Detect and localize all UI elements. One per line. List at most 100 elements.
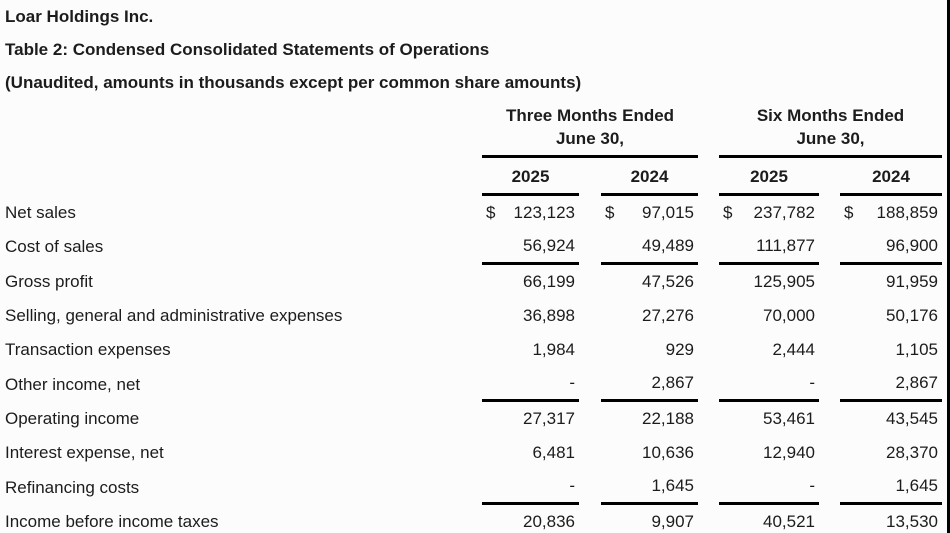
column-group-three-months: Three Months Ended June 30, — [482, 104, 698, 158]
cell-value: 47,526 — [642, 271, 694, 291]
cell-value: 56,924 — [523, 235, 575, 255]
table-row: Cost of sales 56,924 49,489 111,877 96,9… — [5, 230, 947, 265]
value-cell-3m-2025: 56,924 — [482, 230, 579, 265]
table-row: Interest expense, net 6,481 10,636 12,94… — [5, 436, 947, 470]
year-header-6m-2025: 2025 — [719, 158, 819, 196]
cell-value: 12,940 — [763, 443, 815, 463]
value-cell-6m-2024: 1,645 — [840, 470, 942, 505]
cell-value: 27,276 — [642, 306, 694, 326]
value-cell-6m-2024: 13,530 — [840, 505, 942, 533]
cell-value: 2,867 — [651, 373, 694, 393]
value-cell-6m-2024: 50,176 — [840, 299, 942, 333]
row-label: Income before income taxes — [5, 511, 219, 531]
cell-value: 36,898 — [523, 306, 575, 326]
column-group-title: Six Months Ended — [756, 106, 905, 125]
row-label: Refinancing costs — [5, 477, 140, 497]
value-cell-3m-2024: 2,867 — [601, 367, 698, 402]
cell-value: 2,444 — [772, 340, 815, 360]
value-cell-3m-2024: 27,276 — [601, 299, 698, 333]
value-cell-3m-2024: $97,015 — [601, 196, 698, 230]
value-cell-6m-2025: 70,000 — [719, 299, 819, 333]
row-label: Gross profit — [5, 271, 93, 291]
column-group-subtitle: June 30, — [555, 129, 625, 148]
row-label: Transaction expenses — [5, 340, 171, 360]
table-row: Net sales $123,123 $97,015 $237,782 $188… — [5, 196, 947, 230]
table-row: Refinancing costs - 1,645 - 1,645 — [5, 470, 947, 505]
value-cell-6m-2024: 1,105 — [840, 333, 942, 367]
table-row: Other income, net - 2,867 - 2,867 — [5, 367, 947, 402]
value-cell-3m-2025: 36,898 — [482, 299, 579, 333]
row-label: Cost of sales — [5, 237, 104, 257]
cell-value: 53,461 — [763, 408, 815, 428]
value-cell-3m-2024: 1,645 — [601, 470, 698, 505]
value-cell-6m-2024: $188,859 — [840, 196, 942, 230]
table-row: Transaction expenses 1,984 929 2,444 1,1… — [5, 333, 947, 367]
cell-value: 1,105 — [895, 340, 938, 360]
cell-value: 1,645 — [895, 476, 938, 496]
statements-of-operations-table: Three Months Ended June 30, Six Months E… — [5, 104, 947, 533]
value-cell-6m-2024: 96,900 — [840, 230, 942, 265]
cell-value: 50,176 — [886, 306, 938, 326]
value-cell-3m-2025: 20,836 — [482, 505, 579, 533]
cell-value: 929 — [665, 340, 694, 360]
cell-value: 9,907 — [651, 511, 694, 531]
value-cell-3m-2024: 10,636 — [601, 436, 698, 470]
table-subtitle: (Unaudited, amounts in thousands except … — [5, 73, 582, 92]
cell-value: 22,188 — [642, 408, 694, 428]
column-group-title: Three Months Ended — [505, 106, 675, 125]
value-cell-6m-2024: 43,545 — [840, 402, 942, 436]
dollar-sign: $ — [844, 203, 854, 223]
value-cell-6m-2025: - — [719, 367, 819, 402]
cell-value: 40,521 — [763, 511, 815, 531]
cell-value: 1,645 — [651, 476, 694, 496]
year-header-6m-2024: 2024 — [840, 158, 942, 196]
value-cell-3m-2025: - — [482, 367, 579, 402]
cell-value: 111,877 — [756, 235, 815, 255]
value-cell-3m-2024: 47,526 — [601, 265, 698, 299]
cell-value: 188,859 — [876, 203, 938, 223]
value-cell-3m-2025: $123,123 — [482, 196, 579, 230]
dollar-sign: $ — [723, 203, 733, 223]
cell-value: - — [569, 373, 575, 393]
cell-value: 66,199 — [523, 271, 575, 291]
year-header-3m-2024: 2024 — [601, 158, 698, 196]
row-label: Net sales — [5, 203, 76, 223]
cell-value: 28,370 — [886, 443, 938, 463]
cell-value: - — [809, 476, 815, 496]
value-cell-6m-2025: - — [719, 470, 819, 505]
cell-value: - — [809, 373, 815, 393]
company-name: Loar Holdings Inc. — [5, 7, 154, 26]
row-label: Operating income — [5, 408, 140, 428]
cell-value: 10,636 — [642, 443, 694, 463]
table-title: Table 2: Condensed Consolidated Statemen… — [5, 40, 490, 59]
table-body: Net sales $123,123 $97,015 $237,782 $188… — [5, 196, 947, 533]
cell-value: 20,836 — [523, 511, 575, 531]
cell-value: 2,867 — [895, 373, 938, 393]
value-cell-6m-2025: 125,905 — [719, 265, 819, 299]
cell-value: 125,905 — [753, 271, 815, 291]
table-row: Income before income taxes 20,836 9,907 … — [5, 505, 947, 533]
dollar-sign: $ — [486, 203, 496, 223]
value-cell-6m-2025: $237,782 — [719, 196, 819, 230]
cell-value: 49,489 — [642, 235, 694, 255]
cell-value: 43,545 — [886, 408, 938, 428]
cell-value: 27,317 — [523, 408, 575, 428]
row-label: Interest expense, net — [5, 443, 164, 463]
cell-value: 91,959 — [886, 271, 938, 291]
cell-value: 123,123 — [513, 203, 575, 223]
row-label: Other income, net — [5, 374, 141, 394]
cell-value: 13,530 — [886, 511, 938, 531]
table-row: Gross profit 66,199 47,526 125,905 91,95… — [5, 265, 947, 299]
cell-value: 97,015 — [642, 203, 694, 223]
value-cell-3m-2025: 1,984 — [482, 333, 579, 367]
value-cell-3m-2024: 22,188 — [601, 402, 698, 436]
row-label: Selling, general and administrative expe… — [5, 306, 343, 326]
cell-value: 6,481 — [532, 443, 575, 463]
dollar-sign: $ — [605, 203, 615, 223]
value-cell-3m-2024: 9,907 — [601, 505, 698, 533]
value-cell-3m-2025: 66,199 — [482, 265, 579, 299]
value-cell-6m-2024: 91,959 — [840, 265, 942, 299]
value-cell-3m-2025: - — [482, 470, 579, 505]
cell-value: 96,900 — [886, 235, 938, 255]
year-header-row: 2025 2024 2025 2024 — [5, 158, 947, 196]
